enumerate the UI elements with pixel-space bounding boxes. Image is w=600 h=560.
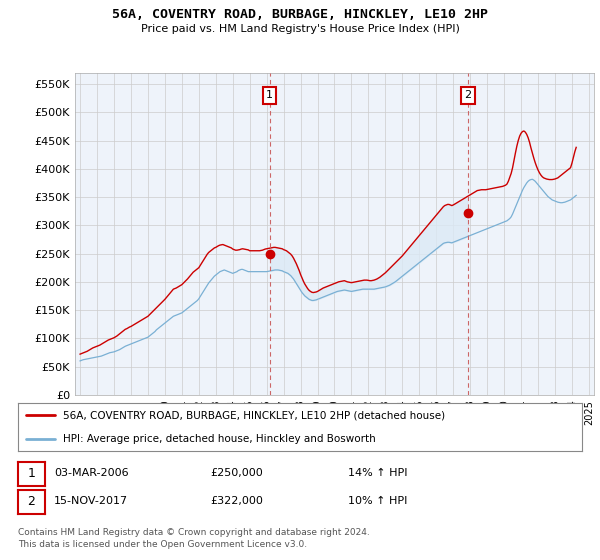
- Text: 1: 1: [28, 467, 35, 480]
- Text: 14% ↑ HPI: 14% ↑ HPI: [348, 468, 407, 478]
- Text: 1: 1: [266, 90, 273, 100]
- Text: 56A, COVENTRY ROAD, BURBAGE, HINCKLEY, LE10 2HP: 56A, COVENTRY ROAD, BURBAGE, HINCKLEY, L…: [112, 8, 488, 21]
- Text: 56A, COVENTRY ROAD, BURBAGE, HINCKLEY, LE10 2HP (detached house): 56A, COVENTRY ROAD, BURBAGE, HINCKLEY, L…: [63, 410, 445, 420]
- Text: 03-MAR-2006: 03-MAR-2006: [54, 468, 128, 478]
- Text: 10% ↑ HPI: 10% ↑ HPI: [348, 496, 407, 506]
- Text: £250,000: £250,000: [210, 468, 263, 478]
- Text: Price paid vs. HM Land Registry's House Price Index (HPI): Price paid vs. HM Land Registry's House …: [140, 24, 460, 34]
- Text: 2: 2: [464, 90, 472, 100]
- Text: 2: 2: [28, 495, 35, 508]
- Text: HPI: Average price, detached house, Hinckley and Bosworth: HPI: Average price, detached house, Hinc…: [63, 434, 376, 444]
- Text: £322,000: £322,000: [210, 496, 263, 506]
- Text: 15-NOV-2017: 15-NOV-2017: [54, 496, 128, 506]
- Text: Contains HM Land Registry data © Crown copyright and database right 2024.
This d: Contains HM Land Registry data © Crown c…: [18, 528, 370, 549]
